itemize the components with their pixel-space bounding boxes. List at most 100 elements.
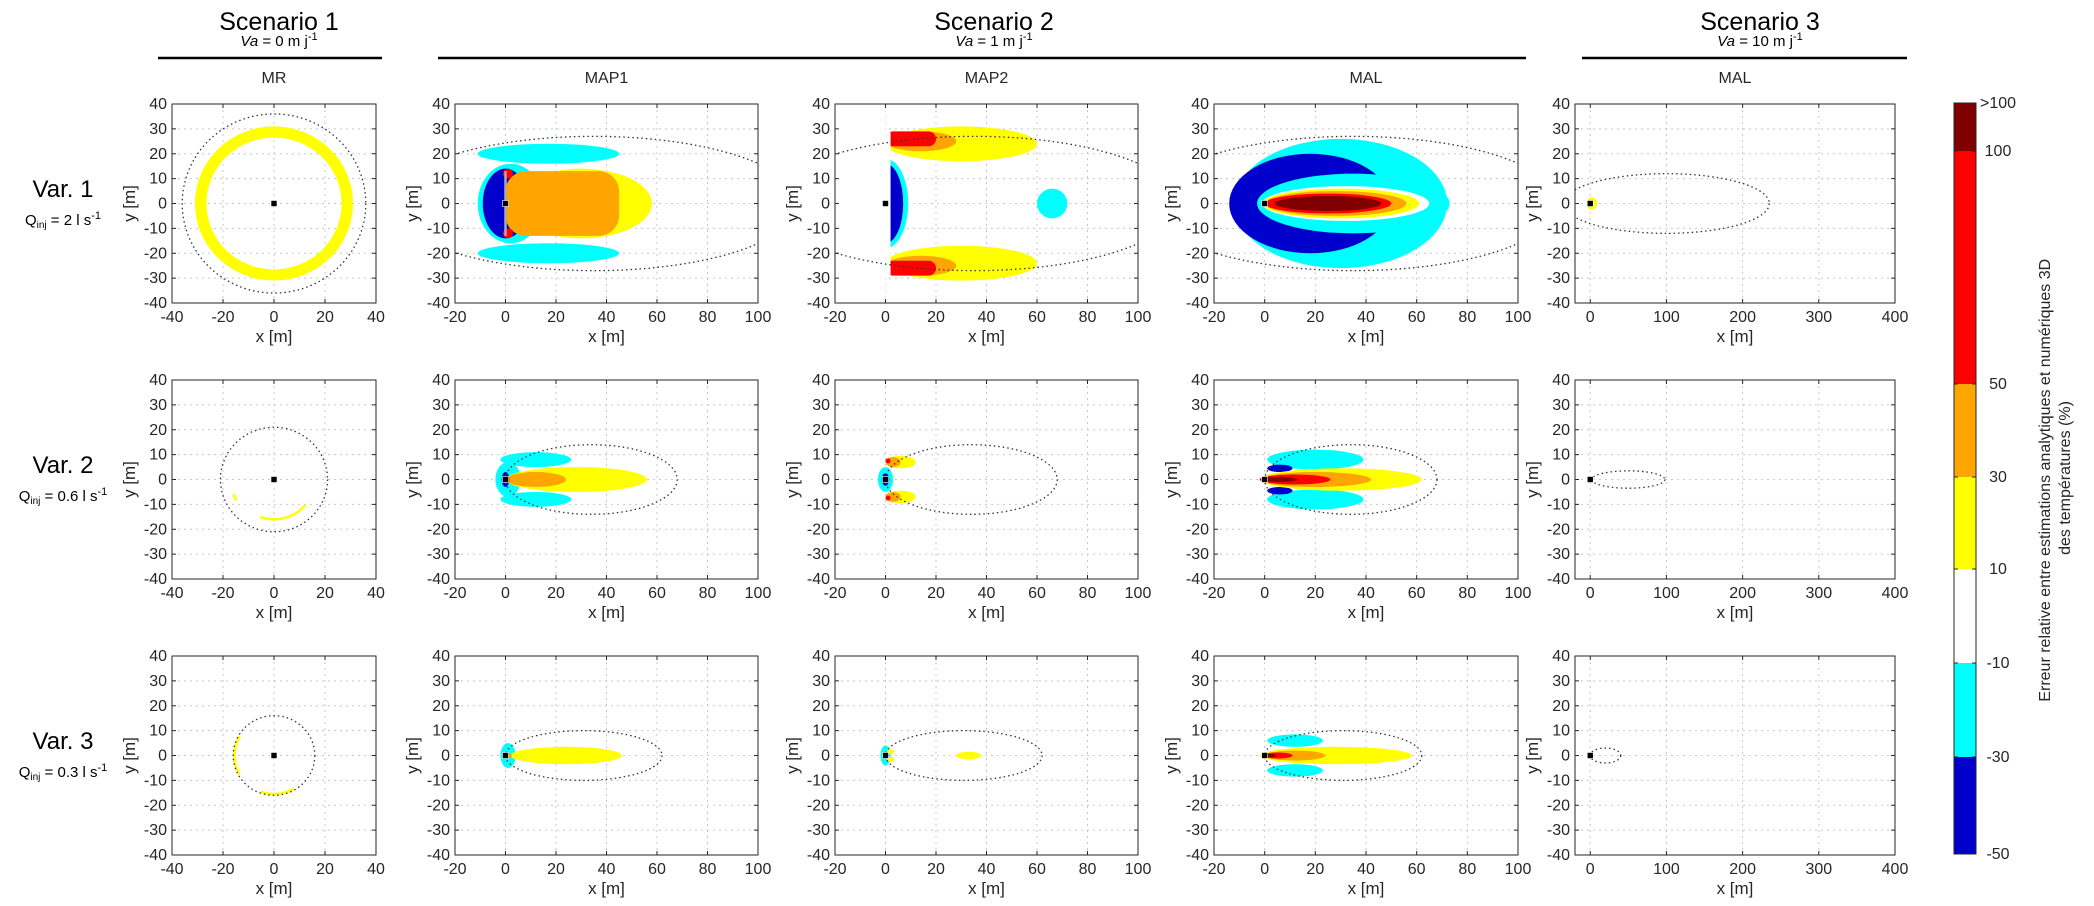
y-tick-label: 20 xyxy=(432,146,450,163)
influence-boundary xyxy=(1264,729,1423,782)
x-tick-label: 100 xyxy=(1505,585,1532,602)
injection-well-marker xyxy=(1261,476,1268,483)
y-tick-label: 10 xyxy=(1552,447,1570,464)
y-tick-label: 0 xyxy=(1200,748,1209,765)
x-tick-label: 40 xyxy=(1357,309,1375,326)
injection-well-marker xyxy=(1586,200,1594,207)
variant-row-labels: Var. 1 Qinj = 2 l s-1 Var. 2 Qinj = 0.6 … xyxy=(19,176,108,783)
error-region xyxy=(885,495,891,501)
x-tick-label: 0 xyxy=(881,309,890,326)
x-tick-label: 0 xyxy=(1260,861,1269,878)
y-tick-label: 30 xyxy=(1191,121,1209,138)
y-tick-label: 20 xyxy=(1552,146,1570,163)
error-regions xyxy=(495,452,647,507)
x-tick-label: 0 xyxy=(501,861,510,878)
panel-r1-c5: 0 100 200 300 400 -40 -30 -20 -10 0 10 20 30 40 x [m] y… xyxy=(1523,70,1908,346)
panel-r1-c1: -40 -20 0 20 40 -40 -30 -20 -10 0 10 20 30 40 x [m] y [… xyxy=(120,70,385,346)
y-tick-label: -20 xyxy=(1547,245,1570,262)
y-tick-label: -40 xyxy=(427,847,450,864)
x-tick-label: 100 xyxy=(1653,861,1680,878)
injection-well-marker xyxy=(1261,752,1268,759)
x-tick-label: 20 xyxy=(927,309,945,326)
x-tick-label: 100 xyxy=(745,585,772,602)
y-tick-label: -10 xyxy=(427,772,450,789)
x-tick-label: 80 xyxy=(699,585,717,602)
y-tick-label: -10 xyxy=(1186,772,1209,789)
x-tick-label: 60 xyxy=(1028,861,1046,878)
colorbar-tick-label: >100 xyxy=(1980,95,2016,112)
x-axis-label: x [m] xyxy=(256,603,293,622)
y-axis-label: y [m] xyxy=(403,185,422,222)
y-tick-label: 10 xyxy=(812,723,830,740)
y-tick-label: 10 xyxy=(432,723,450,740)
y-tick-label: -10 xyxy=(807,496,830,513)
y-tick-label: -40 xyxy=(427,571,450,588)
y-tick-label: -20 xyxy=(427,245,450,262)
y-tick-label: 20 xyxy=(1552,422,1570,439)
x-tick-label: 40 xyxy=(978,861,996,878)
colorbar-tick-label: 10 xyxy=(1989,561,2007,578)
y-axis-label: y [m] xyxy=(783,737,802,774)
axes-background xyxy=(1575,656,1895,855)
x-tick-label: 80 xyxy=(1079,585,1097,602)
x-axis-label: x [m] xyxy=(968,879,1005,898)
y-tick-label: -30 xyxy=(807,546,830,563)
x-tick-label: 0 xyxy=(1586,585,1595,602)
y-axis-label: y [m] xyxy=(1523,185,1542,222)
error-region xyxy=(1267,464,1293,473)
y-tick-label: -10 xyxy=(427,496,450,513)
y-tick-label: -30 xyxy=(427,546,450,563)
influence-boundary xyxy=(884,729,1043,782)
colorbar-tick-label: -10 xyxy=(1986,655,2009,672)
error-region xyxy=(500,452,572,468)
colorbar-tick-label: 100 xyxy=(1985,143,2012,160)
error-region xyxy=(1267,449,1364,470)
colorbar: -50 -30 -10 10 30 50 100 >100 Erreur relative e… xyxy=(1953,95,2074,863)
variant-1-flow-rate: Qinj = 2 l s-1 xyxy=(25,210,101,231)
x-tick-label: 40 xyxy=(598,585,616,602)
x-tick-label: 80 xyxy=(699,861,717,878)
variant-1-label: Var. 1 xyxy=(33,176,94,203)
colorbar-band xyxy=(1954,663,1976,757)
error-regions xyxy=(233,735,295,796)
x-tick-label: -40 xyxy=(160,585,183,602)
y-tick-label: 0 xyxy=(1200,196,1209,213)
grid-lines xyxy=(1214,656,1518,855)
y-tick-label: -40 xyxy=(1547,295,1570,312)
x-tick-label: -20 xyxy=(823,861,846,878)
x-tick-label: 20 xyxy=(1306,309,1324,326)
colorbar-label: Erreur relative entre estimations analyt… xyxy=(2037,254,2074,701)
y-tick-label: -20 xyxy=(427,521,450,538)
y-tick-label: 10 xyxy=(1191,447,1209,464)
x-tick-label: 60 xyxy=(1028,309,1046,326)
x-tick-label: 0 xyxy=(501,309,510,326)
x-tick-label: -20 xyxy=(211,861,234,878)
x-tick-label: 200 xyxy=(1729,861,1756,878)
x-tick-label: 0 xyxy=(881,861,890,878)
y-tick-label: 20 xyxy=(1191,146,1209,163)
x-tick-label: 60 xyxy=(648,861,666,878)
x-tick-label: 20 xyxy=(1306,585,1324,602)
x-tick-label: 100 xyxy=(1505,309,1532,326)
y-tick-label: 40 xyxy=(149,648,167,665)
y-axis-label: y [m] xyxy=(120,737,139,774)
y-tick-label: -20 xyxy=(807,521,830,538)
y-tick-label: 20 xyxy=(149,422,167,439)
y-tick-label: 40 xyxy=(812,96,830,113)
influence-boundary xyxy=(219,426,329,533)
y-tick-label: 30 xyxy=(812,397,830,414)
y-tick-label: 20 xyxy=(812,422,830,439)
y-tick-label: 0 xyxy=(1200,472,1209,489)
x-axis-label: x [m] xyxy=(588,603,625,622)
y-tick-label: -10 xyxy=(1547,496,1570,513)
y-tick-label: -20 xyxy=(144,521,167,538)
x-tick-label: 80 xyxy=(1458,861,1476,878)
x-tick-label: 60 xyxy=(1028,585,1046,602)
x-tick-label: 0 xyxy=(1260,309,1269,326)
y-tick-label: -40 xyxy=(1186,295,1209,312)
injection-well-marker xyxy=(1261,200,1268,207)
